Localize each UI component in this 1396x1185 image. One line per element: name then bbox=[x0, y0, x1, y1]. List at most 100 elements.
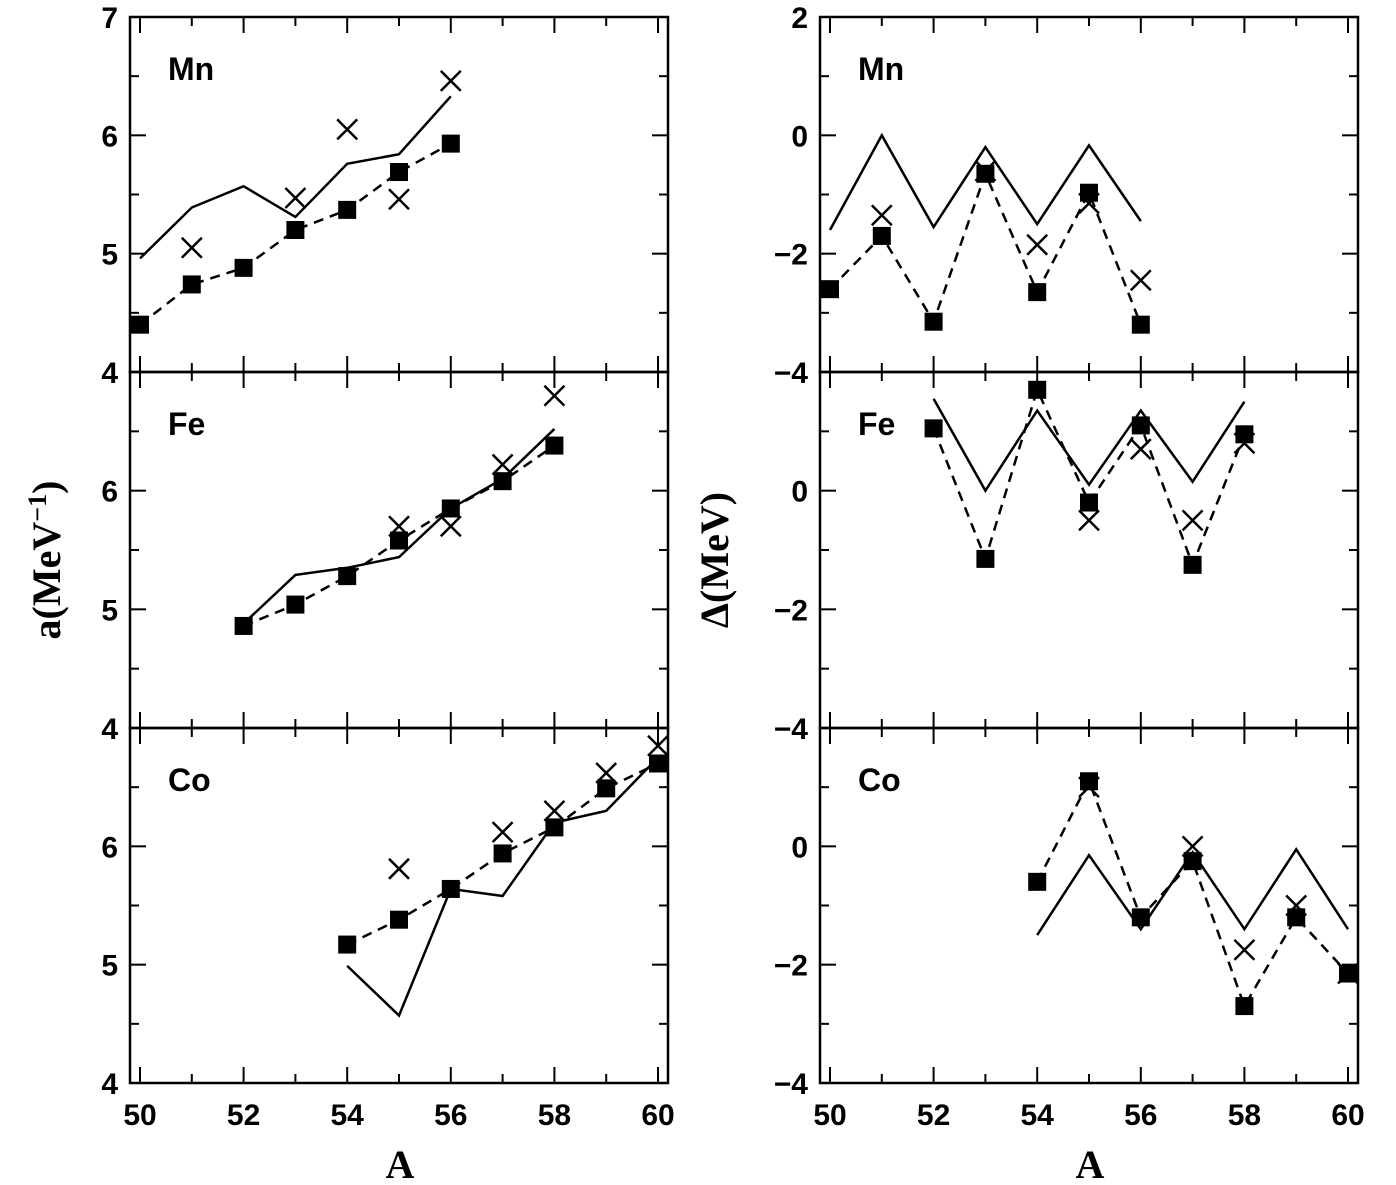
y-tick-label: 0 bbox=[791, 476, 808, 509]
x-tick-label: 52 bbox=[917, 1099, 950, 1132]
panel-co-right: −4 −2 0 50 52 54 56 58 60 Co bbox=[774, 726, 1365, 1132]
panel-frame bbox=[128, 370, 670, 730]
cross-stroke bbox=[388, 857, 410, 880]
square-point bbox=[1131, 416, 1150, 435]
square-point bbox=[1080, 493, 1098, 512]
square-point bbox=[1131, 315, 1150, 334]
theory-line bbox=[828, 132, 1142, 231]
square-point bbox=[182, 275, 201, 294]
theory-line bbox=[932, 398, 1246, 494]
cross-stroke bbox=[439, 70, 462, 92]
square-point bbox=[924, 312, 943, 331]
cross-stroke bbox=[543, 384, 566, 407]
cross-point bbox=[1285, 894, 1308, 917]
square-point bbox=[976, 164, 995, 183]
cross-point bbox=[1078, 776, 1100, 799]
cross-point bbox=[388, 857, 410, 880]
y-tick-label: 5 bbox=[101, 950, 118, 983]
cross-point bbox=[491, 453, 514, 476]
square-point bbox=[1028, 283, 1047, 302]
square-point bbox=[1235, 997, 1254, 1016]
panel-frame bbox=[818, 370, 1360, 730]
cross-stroke bbox=[1337, 962, 1359, 985]
y-tick-label: −4 bbox=[774, 1068, 809, 1101]
square-point bbox=[286, 221, 305, 239]
cross-point bbox=[1129, 269, 1152, 292]
dashed-line bbox=[1036, 778, 1349, 1010]
cross-point bbox=[595, 762, 618, 784]
cross-stroke bbox=[543, 799, 566, 822]
theory-line bbox=[139, 95, 452, 260]
cross-point bbox=[388, 188, 410, 211]
cross-point bbox=[543, 384, 566, 407]
square-point bbox=[1287, 908, 1306, 927]
cross-point bbox=[180, 236, 203, 259]
y-tick-label: 4 bbox=[101, 357, 118, 390]
cross-stroke bbox=[491, 453, 514, 476]
panel-label: Mn bbox=[858, 51, 904, 87]
y-tick-label: 0 bbox=[791, 120, 808, 153]
panel-frame bbox=[128, 726, 670, 1085]
square-point bbox=[338, 567, 357, 586]
x-tick-label: 50 bbox=[123, 1099, 156, 1132]
x-tick-label: 52 bbox=[227, 1099, 260, 1132]
left-y-axis-title: a(MeV−1) bbox=[23, 481, 69, 640]
y-tick-label: 6 bbox=[101, 831, 118, 864]
y-tick-label: −2 bbox=[774, 239, 808, 272]
square-point bbox=[493, 844, 512, 863]
y-tick-label: −4 bbox=[774, 357, 809, 390]
square-point bbox=[286, 595, 305, 614]
panel-label: Fe bbox=[858, 406, 895, 442]
square-point bbox=[441, 879, 460, 898]
cross-stroke bbox=[1078, 192, 1100, 215]
y-tick-label: 4 bbox=[101, 1068, 118, 1101]
square-point bbox=[924, 419, 943, 438]
cross-stroke bbox=[1233, 938, 1256, 961]
x-tick-label: 50 bbox=[813, 1099, 846, 1132]
x-tick-label: 56 bbox=[1124, 1099, 1157, 1132]
square-point bbox=[493, 472, 512, 491]
square-point bbox=[234, 258, 253, 277]
x-tick-label: 58 bbox=[538, 1099, 571, 1132]
cross-stroke bbox=[491, 821, 514, 844]
panel-label: Fe bbox=[168, 406, 205, 442]
right-x-axis-title: A bbox=[1076, 1142, 1105, 1185]
cross-stroke bbox=[1285, 894, 1308, 917]
cross-stroke bbox=[1026, 233, 1049, 256]
cross-stroke bbox=[870, 204, 893, 227]
x-tick-label: 58 bbox=[1228, 1099, 1261, 1132]
cross-point bbox=[1233, 938, 1256, 961]
y-tick-label: 6 bbox=[101, 120, 118, 153]
y-tick-label: 5 bbox=[101, 594, 118, 627]
square-point bbox=[1131, 908, 1150, 927]
y-tick-label: 2 bbox=[791, 2, 808, 35]
y-tick-label: 7 bbox=[101, 2, 118, 35]
x-tick-label: 54 bbox=[1021, 1099, 1055, 1132]
cross-point bbox=[388, 515, 410, 538]
square-point bbox=[1183, 852, 1202, 871]
square-point bbox=[441, 499, 460, 518]
cross-stroke bbox=[336, 118, 359, 141]
cross-point bbox=[1181, 835, 1204, 858]
cross-point bbox=[647, 734, 669, 757]
cross-stroke bbox=[595, 762, 618, 784]
square-point bbox=[545, 436, 564, 455]
y-tick-label: 0 bbox=[791, 831, 808, 864]
cross-stroke bbox=[284, 187, 307, 209]
square-point bbox=[390, 531, 408, 550]
cross-point bbox=[1078, 192, 1100, 215]
cross-stroke bbox=[1181, 509, 1204, 532]
cross-stroke bbox=[647, 734, 669, 757]
square-point bbox=[441, 134, 460, 153]
square-point bbox=[131, 315, 149, 334]
square-point bbox=[1080, 183, 1098, 202]
x-tick-label: 60 bbox=[641, 1099, 674, 1132]
cross-point bbox=[491, 821, 514, 844]
left-x-axis-title: A bbox=[386, 1142, 415, 1185]
cross-stroke bbox=[388, 515, 410, 538]
square-point bbox=[1080, 772, 1098, 791]
cross-point bbox=[1337, 962, 1359, 985]
cross-point bbox=[1078, 509, 1100, 532]
dashed-line bbox=[932, 386, 1246, 569]
